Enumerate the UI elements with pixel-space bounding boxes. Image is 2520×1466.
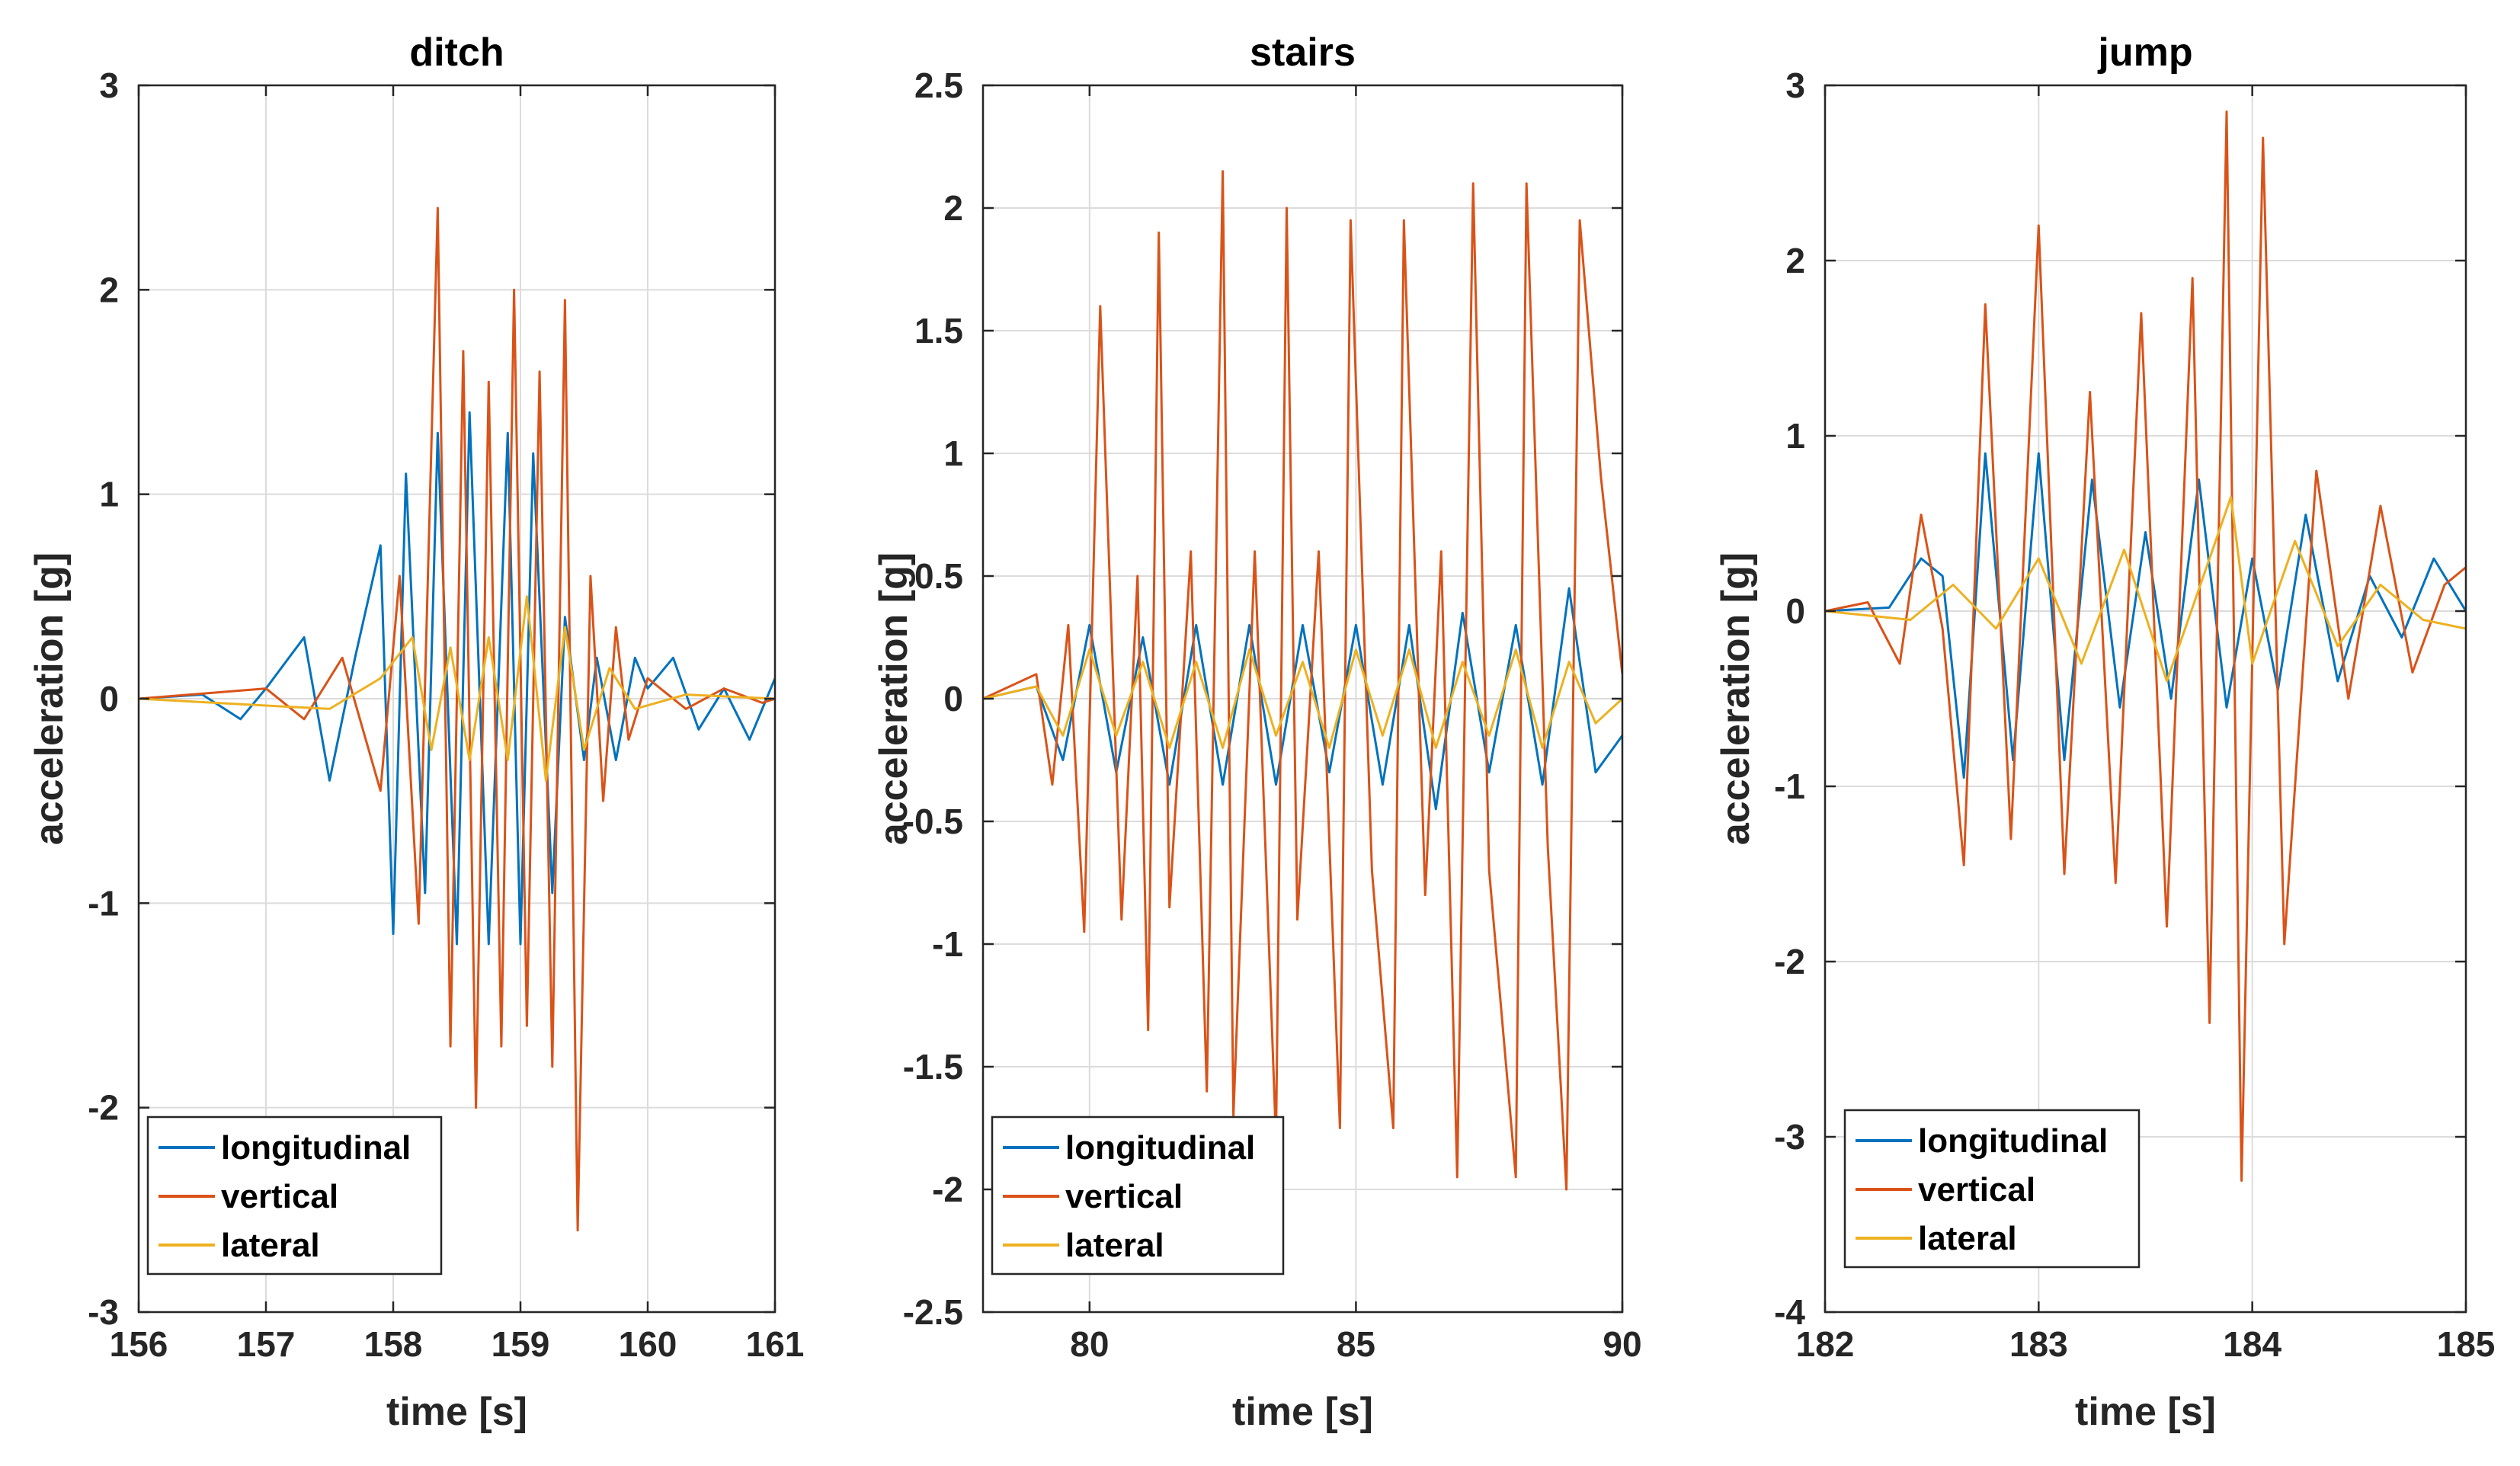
series-line-lateral — [983, 648, 1622, 749]
y-axis-label: acceleration [g] — [872, 552, 916, 845]
y-tick-label: -3 — [1774, 1117, 1805, 1157]
y-tick-label: 1 — [943, 434, 963, 473]
x-tick-label: 85 — [1337, 1324, 1375, 1364]
y-tick-label: -1 — [88, 883, 119, 923]
chart-title: stairs — [1250, 30, 1356, 75]
y-tick-label: 0 — [99, 679, 119, 719]
legend-label-vertical: vertical — [221, 1178, 338, 1215]
x-tick-label: 183 — [2009, 1324, 2068, 1364]
y-tick-label: -0.5 — [903, 802, 963, 841]
y-tick-label: 1.5 — [914, 311, 963, 350]
series-line-lateral — [1825, 496, 2466, 683]
x-tick-label: 157 — [237, 1324, 296, 1364]
y-tick-label: 2 — [943, 188, 963, 228]
plot-area — [1825, 85, 2466, 1312]
legend: longitudinal vertical lateral — [991, 1116, 1285, 1276]
series-line-longitudinal — [1825, 452, 2466, 779]
y-tick-label: -2 — [88, 1088, 119, 1128]
y-axis-label: acceleration [g] — [27, 552, 72, 845]
legend-label-longitudinal: longitudinal — [221, 1129, 411, 1167]
x-tick-label: 159 — [492, 1324, 550, 1364]
series-line-vertical — [1825, 110, 2466, 1182]
x-tick-label: 80 — [1070, 1324, 1109, 1364]
legend: longitudinal vertical lateral — [1843, 1109, 2141, 1269]
y-tick-label: 0 — [943, 679, 963, 719]
y-tick-label: -2.5 — [903, 1292, 963, 1332]
y-tick-label: -2 — [1774, 942, 1805, 981]
series-line-vertical — [983, 170, 1622, 1191]
x-axis-label: time [s] — [1232, 1390, 1373, 1434]
legend-label-lateral: lateral — [1065, 1227, 1164, 1264]
x-tick-label: 158 — [364, 1324, 423, 1364]
x-tick-label: 184 — [2223, 1324, 2281, 1364]
legend-label-vertical: vertical — [1918, 1171, 2035, 1208]
y-tick-label: 1 — [99, 475, 119, 514]
series-line-longitudinal — [139, 411, 775, 946]
y-tick-label: 1 — [1785, 416, 1805, 456]
x-tick-label: 90 — [1603, 1324, 1641, 1364]
chart-panel-jump: 182 183 184 185 -4 -3 -2 -1 0 1 2 3 jump time [s] acce… — [1714, 30, 2495, 1434]
y-tick-label: -1.5 — [903, 1047, 963, 1087]
x-tick-label: 160 — [619, 1324, 677, 1364]
legend-label-longitudinal: longitudinal — [1065, 1129, 1255, 1167]
y-tick-label: -3 — [88, 1292, 119, 1332]
series-line-longitudinal — [983, 587, 1622, 811]
y-tick-label: 2.5 — [914, 66, 963, 105]
x-tick-label: 182 — [1796, 1324, 1855, 1364]
y-tick-label: -1 — [1774, 767, 1805, 806]
x-tick-label: 161 — [746, 1324, 805, 1364]
x-axis-label: time [s] — [386, 1390, 527, 1434]
y-tick-label: -2 — [932, 1170, 963, 1209]
chart-panel-ditch: 156 157 158 159 160 161 -3 -2 -1 0 1 2 3 ditch time [s… — [27, 30, 804, 1434]
y-tick-label: -1 — [932, 924, 963, 964]
chart-title: ditch — [409, 30, 504, 75]
legend-label-lateral: lateral — [221, 1227, 320, 1264]
legend-label-lateral: lateral — [1918, 1220, 2017, 1257]
chart-panel-stairs: 80 85 90 -2.5 -2 -1.5 -1 -0.5 0 0.5 1 1.5 2 2.5 stairs… — [872, 30, 1642, 1434]
y-tick-label: 0 — [1785, 591, 1805, 631]
axes-box — [1824, 84, 2467, 1314]
y-tick-label: 2 — [99, 270, 119, 309]
y-tick-label: 3 — [99, 66, 119, 105]
y-axis-label: acceleration [g] — [1714, 552, 1758, 845]
x-tick-label: 185 — [2437, 1324, 2496, 1364]
y-tick-label: 0.5 — [914, 556, 963, 596]
y-tick-label: 3 — [1785, 66, 1805, 105]
chart-title: jump — [2097, 30, 2192, 75]
series-line-lateral — [139, 595, 775, 782]
x-axis-label: time [s] — [2075, 1390, 2216, 1434]
y-tick-label: -4 — [1774, 1292, 1805, 1332]
legend: longitudinal vertical lateral — [146, 1116, 443, 1276]
legend-label-vertical: vertical — [1065, 1178, 1183, 1215]
legend-label-longitudinal: longitudinal — [1918, 1122, 2108, 1160]
x-tick-label: 156 — [110, 1324, 168, 1364]
y-tick-label: 2 — [1785, 241, 1805, 280]
